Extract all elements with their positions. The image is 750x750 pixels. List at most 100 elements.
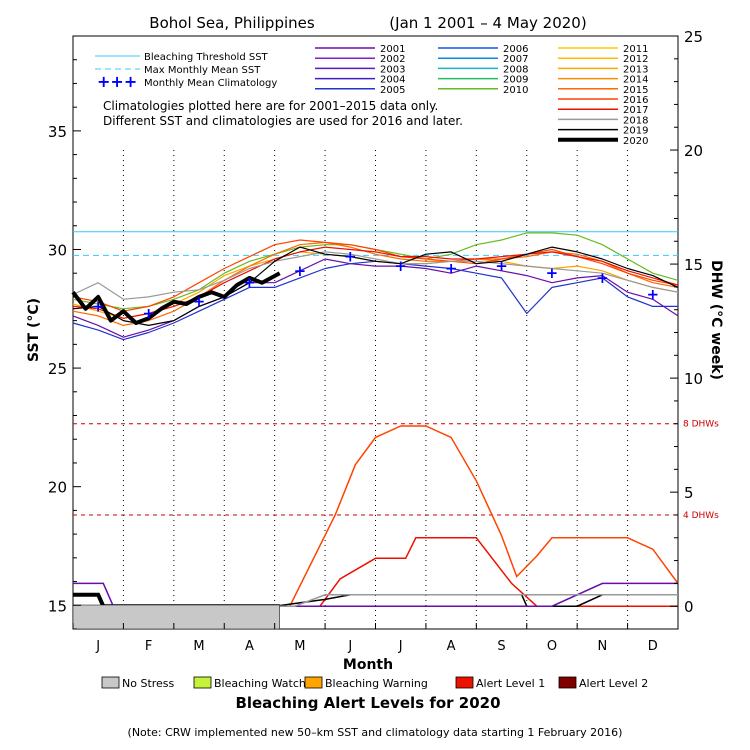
year-label-2002: 2002	[380, 54, 405, 65]
axes: 15 20 25 30 35 0 5 10 15 20 25 J F M A M J J A S O N D	[48, 28, 703, 654]
climatology-marker: +	[546, 264, 559, 282]
alert-label: Alert Level 2	[579, 677, 648, 690]
year-label-2015: 2015	[623, 85, 648, 96]
footnote: (Note: CRW implemented new 50–km SST and…	[128, 726, 623, 739]
month-label: S	[497, 639, 505, 654]
year-label-2019: 2019	[623, 126, 648, 137]
climatology-marker: +	[193, 293, 206, 311]
sst-line-2015	[72, 241, 679, 326]
right-tick-label: 20	[684, 142, 703, 160]
month-label: D	[648, 639, 658, 654]
year-label-2001: 2001	[380, 44, 405, 55]
dhw-series	[73, 425, 679, 609]
year-label-2010: 2010	[503, 85, 528, 96]
year-label-2017: 2017	[623, 105, 648, 116]
year-label-2004: 2004	[380, 75, 405, 86]
climatology-marker: +	[647, 286, 660, 304]
dhw-line-2020	[73, 592, 280, 609]
legend-threshold-label: Bleaching Threshold SST	[144, 52, 269, 63]
year-label-2016: 2016	[623, 95, 648, 106]
left-tick-label: 15	[48, 597, 67, 615]
climatology-markers: + + + + + + + + + + + +	[92, 248, 659, 323]
dhw-line-2017	[73, 537, 678, 607]
month-label: J	[95, 639, 100, 654]
climatology-marker: +	[243, 274, 256, 292]
chart-date-range: (Jan 1 2001 – 4 May 2020)	[389, 14, 586, 32]
left-tick-label: 20	[48, 479, 67, 497]
legend-mmm-label: Max Monthly Mean SST	[144, 65, 261, 76]
right-tick-label: 15	[684, 256, 703, 274]
legend-clim-label: Monthly Mean Climatology	[144, 78, 277, 89]
year-label-2008: 2008	[503, 64, 528, 75]
alert-legend-title: Bleaching Alert Levels for 2020	[235, 694, 500, 712]
climatology-marker: +	[445, 259, 458, 277]
threshold-lines: 4 DHWs 8 DHWs	[73, 231, 719, 521]
legend-clim-swatch: +++	[97, 72, 137, 91]
right-tick-label: 25	[684, 28, 703, 46]
alert-label: No Stress	[122, 677, 175, 690]
right-axis-title: DHW (°C week)	[708, 260, 724, 380]
year-label-2018: 2018	[623, 115, 648, 126]
reference-legend: Bleaching Threshold SST Max Monthly Mean…	[95, 52, 277, 91]
left-tick-label: 30	[48, 241, 67, 259]
alert-legend: No Stress Bleaching Watch Bleaching Warnin…	[101, 676, 648, 690]
climatology-marker: +	[495, 257, 508, 275]
chart-title: Bohol Sea, Philippines	[149, 14, 315, 32]
alert-bar	[72, 604, 280, 630]
alert-swatch	[304, 676, 323, 689]
left-tick-label: 25	[48, 360, 67, 378]
dhw-line-2001	[73, 582, 678, 607]
alert-bar-segment	[72, 604, 280, 630]
sst-line-2017	[72, 246, 679, 319]
month-label: A	[447, 639, 456, 654]
month-label: N	[598, 639, 608, 654]
alert-swatch	[558, 676, 577, 689]
left-tick-label: 35	[48, 123, 67, 141]
year-label-2003: 2003	[380, 64, 405, 75]
year-label-2014: 2014	[623, 75, 648, 86]
right-tick-label: 0	[684, 598, 694, 616]
alert-swatch	[193, 676, 212, 689]
month-label: M	[294, 639, 305, 654]
year-label-2020: 2020	[623, 136, 648, 147]
year-label-2005: 2005	[380, 85, 405, 96]
month-label: J	[398, 639, 403, 654]
climatology-marker: +	[294, 262, 307, 280]
month-label: A	[245, 639, 254, 654]
note-line-2: Different SST and climatologies are used…	[103, 114, 463, 128]
year-label-2011: 2011	[623, 44, 648, 55]
year-label-2013: 2013	[623, 64, 648, 75]
month-label: F	[145, 639, 152, 654]
alert-label: Bleaching Watch	[214, 677, 306, 690]
sst-line-2020	[71, 271, 281, 325]
dhw-threshold-label: 4 DHWs	[683, 511, 719, 521]
climatology-marker: +	[344, 248, 357, 266]
year-label-2006: 2006	[503, 44, 528, 55]
month-label: O	[547, 639, 557, 654]
dhw-threshold-label: 8 DHWs	[683, 420, 719, 430]
climatology-marker: +	[92, 297, 105, 315]
alert-label: Bleaching Warning	[325, 677, 428, 690]
alert-swatch	[455, 676, 474, 689]
month-gridlines	[122, 150, 629, 629]
x-axis-title: Month	[343, 657, 393, 673]
year-label-2009: 2009	[503, 75, 528, 86]
right-tick-label: 5	[684, 484, 694, 502]
sst-series	[71, 232, 679, 341]
month-label: J	[347, 639, 352, 654]
sst-line-2018	[72, 251, 679, 300]
left-axis-title: SST (°C)	[26, 298, 42, 362]
alert-label: Alert Level 1	[476, 677, 545, 690]
right-tick-label: 10	[684, 370, 703, 388]
note-line-1: Climatologies plotted here are for 2001–…	[103, 99, 438, 113]
year-label-2007: 2007	[503, 54, 528, 65]
alert-swatch	[101, 676, 120, 689]
month-label: M	[193, 639, 204, 654]
sst-line-2019	[72, 246, 679, 326]
climatology-marker: +	[142, 305, 155, 323]
year-label-2012: 2012	[623, 54, 648, 65]
climatology-marker: +	[596, 269, 609, 287]
climatology-marker: +	[394, 257, 407, 275]
